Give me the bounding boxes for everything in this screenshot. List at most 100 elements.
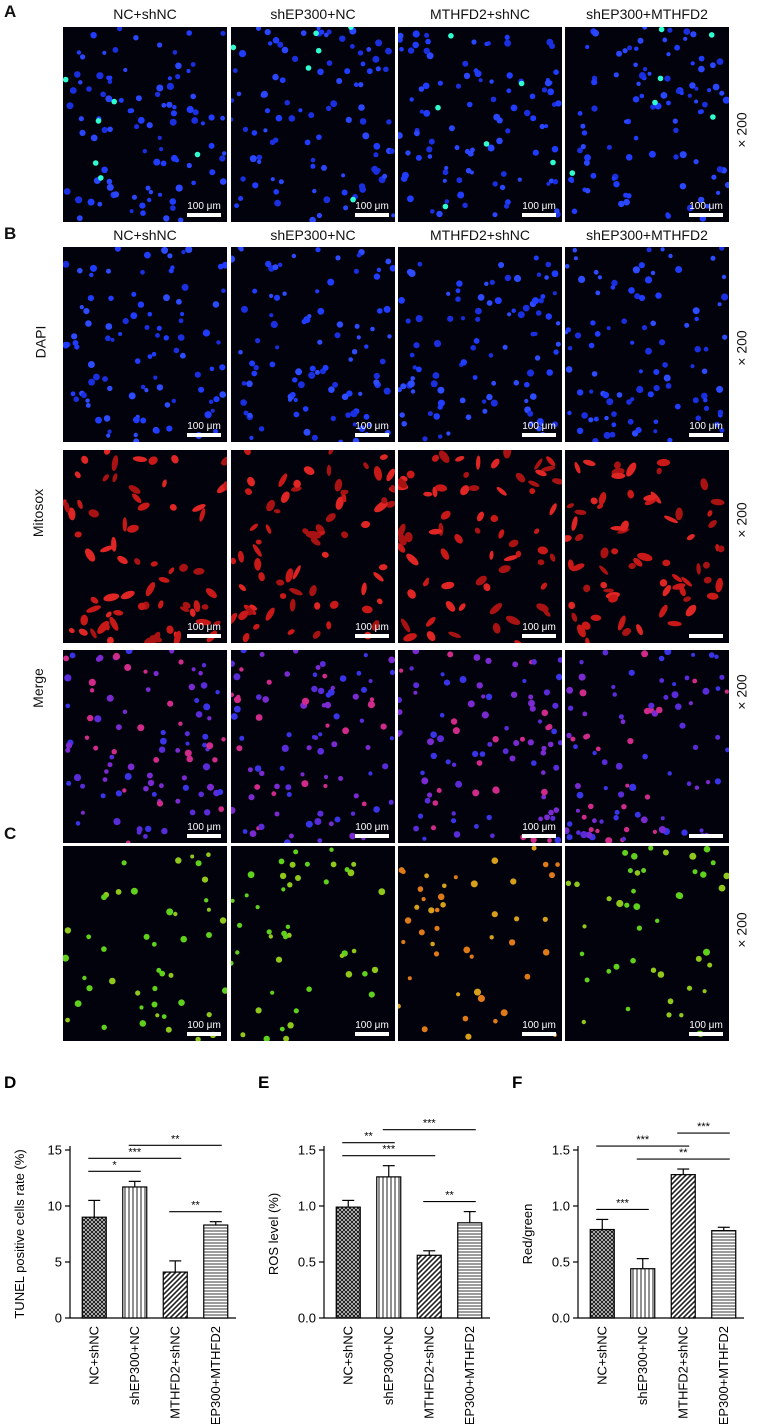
cell-image (63, 247, 227, 442)
cell-image (568, 27, 729, 222)
scale-bar-label: 100 μm (522, 201, 556, 212)
scale-bar: 100 μm (522, 421, 556, 437)
scale-bar-line (522, 433, 556, 437)
micrograph-c-4: 100 μm (565, 846, 729, 1041)
bar-1 (335, 1206, 361, 1319)
scale-bar (689, 833, 723, 838)
ros-level-chart: E ROS level (%) 0.0 0.5 1.0 1.5 NC+shNC shEP30… (258, 1073, 490, 1424)
category-label-1: NC+shNC (340, 1326, 355, 1385)
bar-2 (630, 1268, 656, 1319)
significance-label-3: *** (423, 1118, 437, 1130)
cell-image (231, 27, 395, 222)
y-tick-label: 0.5 (298, 1255, 316, 1270)
column-title-b-2: shEP300+NC (270, 227, 356, 243)
magnification-label-b-mitosox: × 200 (733, 502, 750, 538)
bar-1 (589, 1228, 615, 1319)
scale-bar-label: 100 μm (355, 622, 389, 633)
scale-bar: 100 μm (689, 1020, 723, 1036)
column-title-a-1: NC+shNC (113, 6, 177, 22)
bar-3 (162, 1271, 188, 1319)
category-label-1: NC+shNC (86, 1326, 101, 1385)
scale-bar-label: 100 μm (355, 822, 389, 833)
panel-letter-f: F (512, 1073, 522, 1092)
scale-bar-line (355, 1032, 389, 1036)
scale-bar-line (689, 213, 723, 217)
magnification-label-b-merge: × 200 (733, 674, 750, 710)
micrograph-b-mitosox-3: 100 μm (398, 450, 562, 643)
micrograph-c-3: 100 μm (398, 846, 562, 1041)
cell-image (398, 450, 562, 643)
column-title-a-4: shEP300+MTHFD2 (586, 6, 708, 22)
bar-4 (203, 1224, 229, 1319)
micrograph-b-mitosox-2: 100 μm (231, 450, 395, 643)
micrograph-b-merge-4 (565, 650, 729, 843)
scale-bar-line (187, 213, 221, 217)
scale-bar-label: 100 μm (689, 421, 723, 432)
scale-bar-label: 100 μm (187, 822, 221, 833)
micrograph-b-dapi-1: 100 μm (63, 247, 227, 442)
y-axis-label: Red/green (520, 1204, 535, 1265)
scale-bar: 100 μm (187, 201, 221, 217)
scale-bar-line (187, 1032, 221, 1036)
category-label-1: NC+shNC (594, 1326, 609, 1385)
category-label-2: shEP300+NC (635, 1326, 650, 1405)
magnification-label-c: × 200 (733, 912, 750, 948)
cell-image (63, 27, 227, 222)
category-label-4: shEP300+MTHFD2 (716, 1326, 731, 1424)
micrograph-a-4: 100 μm (565, 27, 729, 222)
cell-image (398, 650, 562, 843)
bar-4 (457, 1222, 483, 1319)
scale-bar: 100 μm (522, 622, 556, 638)
significance-label-2: *** (128, 1146, 142, 1158)
significance-label-1: *** (382, 1144, 396, 1156)
scale-bar-label: 100 μm (187, 421, 221, 432)
significance-label-2: ** (364, 1131, 373, 1143)
cell-image (565, 650, 729, 843)
y-tick-label: 15 (48, 1143, 62, 1158)
cell-image (231, 847, 386, 1041)
significance-label-1: * (112, 1159, 117, 1171)
tunel-rate-chart: D TUNEL positive cells rate (%) 0 5 10 15 NC+… (4, 1073, 236, 1424)
scale-bar: 100 μm (355, 622, 389, 638)
scale-bar: 100 μm (522, 201, 556, 217)
y-tick-label: 0.0 (552, 1311, 570, 1326)
bar-2 (122, 1186, 148, 1319)
bar-4 (711, 1230, 737, 1319)
scale-bar: 100 μm (689, 421, 723, 437)
significance-label-4: ** (191, 1200, 200, 1212)
micrograph-b-merge-2: 100 μm (231, 650, 395, 843)
significance-label-2: *** (636, 1134, 650, 1146)
column-title-b-3: MTHFD2+shNC (430, 227, 530, 243)
magnification-label-a: × 200 (733, 112, 750, 148)
scale-bar: 100 μm (187, 421, 221, 437)
y-axis-label: ROS level (%) (266, 1193, 281, 1275)
micrograph-b-dapi-4: 100 μm (565, 247, 729, 442)
cell-image (565, 247, 729, 442)
bar-2 (376, 1176, 402, 1319)
scale-bar-label: 100 μm (522, 421, 556, 432)
column-title-b-4: shEP300+MTHFD2 (586, 227, 708, 243)
cell-image (231, 450, 395, 643)
significance-label-4: ** (445, 1190, 454, 1202)
micrograph-a-3: 100 μm (398, 27, 562, 222)
row-label-merge: Merge (29, 668, 46, 708)
scale-bar-line (689, 834, 723, 838)
column-title-a-2: shEP300+NC (270, 6, 356, 22)
micrograph-b-mitosox-1: 100 μm (63, 450, 227, 643)
cell-image (231, 247, 395, 442)
cell-image (565, 846, 729, 1037)
scale-bar: 100 μm (187, 1020, 221, 1036)
cell-image (63, 650, 226, 843)
scale-bar-line (522, 1032, 556, 1036)
cell-image (231, 650, 395, 843)
y-tick-label: 0 (55, 1311, 62, 1326)
scale-bar-line (689, 433, 723, 437)
cell-image (63, 852, 227, 1041)
y-tick-label: 1.0 (552, 1199, 570, 1214)
bar-1 (81, 1216, 107, 1319)
scale-bar-line (355, 634, 389, 638)
micrograph-b-merge-1: 100 μm (63, 650, 227, 843)
y-tick-label: 1.5 (552, 1143, 570, 1158)
scale-bar-line (689, 1032, 723, 1036)
significance-label-4: *** (616, 1197, 630, 1209)
